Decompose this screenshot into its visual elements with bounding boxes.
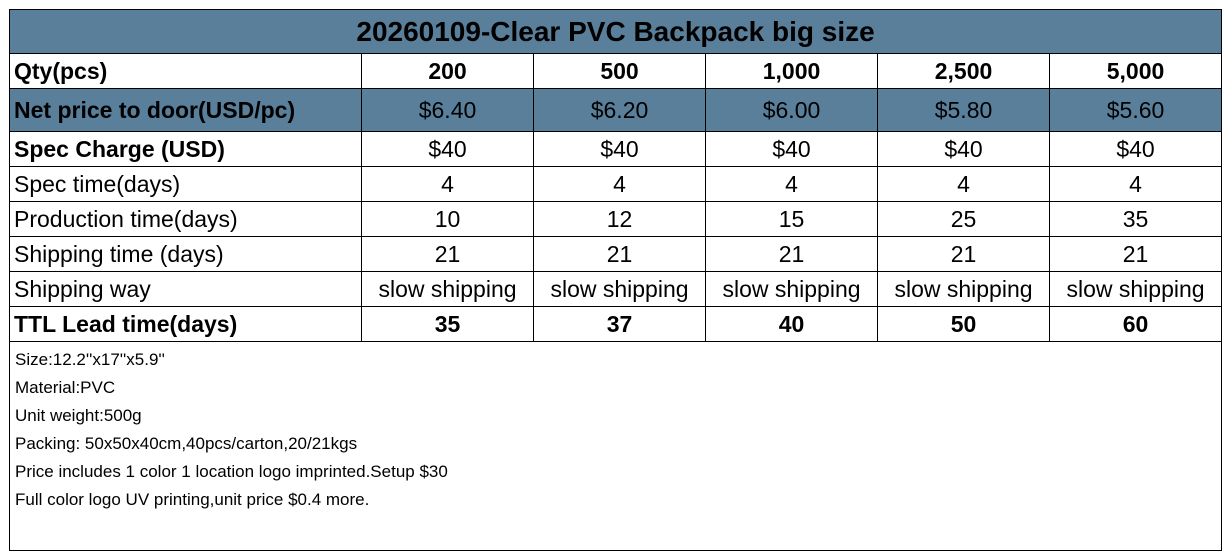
production-time-cell: 10: [361, 201, 534, 237]
quote-table: 20260109-Clear PVC Backpack big size Qty…: [8, 9, 1223, 551]
shipping-time-cell: 21: [705, 236, 878, 272]
qty-cell: 200: [361, 53, 534, 89]
spec-time-cell: 4: [533, 166, 706, 202]
note-line: Size:12.2''x17''x5.9'': [15, 350, 165, 369]
spec-charge-cell: $40: [1048, 131, 1223, 167]
shipping-way-cell: slow shipping: [533, 271, 706, 307]
lead-time-cell: 40: [705, 306, 878, 342]
spec-charge-row: Spec Charge (USD) $40 $40 $40 $40 $40: [9, 131, 1223, 167]
shipping-time-cell: 21: [1048, 236, 1223, 272]
production-time-row: Production time(days) 10 12 15 25 35: [9, 201, 1223, 237]
spec-charge-cell: $40: [533, 131, 706, 167]
spec-charge-cell: $40: [361, 131, 534, 167]
qty-cell: 1,000: [705, 53, 878, 89]
production-time-cell: 35: [1048, 201, 1223, 237]
spec-charge-cell: $40: [705, 131, 878, 167]
title-row: 20260109-Clear PVC Backpack big size: [8, 9, 1223, 54]
lead-time-cell: 50: [877, 306, 1050, 342]
shipping-way-cell: slow shipping: [361, 271, 534, 307]
note-line: Unit weight:500g: [15, 406, 142, 425]
lead-time-cell: 37: [533, 306, 706, 342]
spec-time-cell: 4: [705, 166, 878, 202]
net-price-row: Net price to door(USD/pc) $6.40 $6.20 $6…: [9, 88, 1223, 132]
production-time-cell: 15: [705, 201, 878, 237]
net-price-label: Net price to door(USD/pc): [9, 88, 362, 132]
spec-charge-label: Spec Charge (USD): [9, 131, 362, 167]
lead-time-row: TTL Lead time(days) 35 37 40 50 60: [9, 306, 1223, 342]
production-time-label: Production time(days): [9, 201, 362, 237]
qty-row: Qty(pcs) 200 500 1,000 2,500 5,000: [9, 53, 1223, 89]
net-price-cell: $5.60: [1048, 88, 1223, 132]
notes-cell: Size:12.2''x17''x5.9'' Material:PVC Unit…: [8, 341, 1223, 551]
spec-time-label: Spec time(days): [9, 166, 362, 202]
note-line: Material:PVC: [15, 378, 116, 397]
net-price-cell: $5.80: [877, 88, 1050, 132]
qty-label: Qty(pcs): [9, 53, 362, 89]
shipping-time-cell: 21: [877, 236, 1050, 272]
spec-time-cell: 4: [877, 166, 1050, 202]
note-line: Packing: 50x50x40cm,40pcs/carton,20/21kg…: [15, 434, 358, 453]
note-line: Price includes 1 color 1 location logo i…: [15, 462, 448, 481]
qty-cell: 5,000: [1048, 53, 1223, 89]
spec-time-cell: 4: [1048, 166, 1223, 202]
qty-cell: 2,500: [877, 53, 1050, 89]
shipping-way-cell: slow shipping: [877, 271, 1050, 307]
spec-time-row: Spec time(days) 4 4 4 4 4: [9, 166, 1223, 202]
shipping-time-label: Shipping time (days): [9, 236, 362, 272]
lead-time-label: TTL Lead time(days): [9, 306, 362, 342]
production-time-cell: 12: [533, 201, 706, 237]
net-price-cell: $6.00: [705, 88, 878, 132]
qty-cell: 500: [533, 53, 706, 89]
shipping-time-cell: 21: [533, 236, 706, 272]
net-price-cell: $6.20: [533, 88, 706, 132]
shipping-way-cell: slow shipping: [1048, 271, 1223, 307]
lead-time-cell: 35: [361, 306, 534, 342]
shipping-way-cell: slow shipping: [705, 271, 878, 307]
note-line: Full color logo UV printing,unit price $…: [15, 490, 370, 509]
shipping-way-label: Shipping way: [9, 271, 362, 307]
shipping-way-row: Shipping way slow shipping slow shipping…: [9, 271, 1223, 307]
shipping-time-row: Shipping time (days) 21 21 21 21 21: [9, 236, 1223, 272]
production-time-cell: 25: [877, 201, 1050, 237]
net-price-cell: $6.40: [361, 88, 534, 132]
lead-time-cell: 60: [1048, 306, 1223, 342]
spec-charge-cell: $40: [877, 131, 1050, 167]
notes-row: Size:12.2''x17''x5.9'' Material:PVC Unit…: [8, 341, 1223, 551]
spec-time-cell: 4: [361, 166, 534, 202]
sheet-title: 20260109-Clear PVC Backpack big size: [8, 9, 1223, 54]
shipping-time-cell: 21: [361, 236, 534, 272]
